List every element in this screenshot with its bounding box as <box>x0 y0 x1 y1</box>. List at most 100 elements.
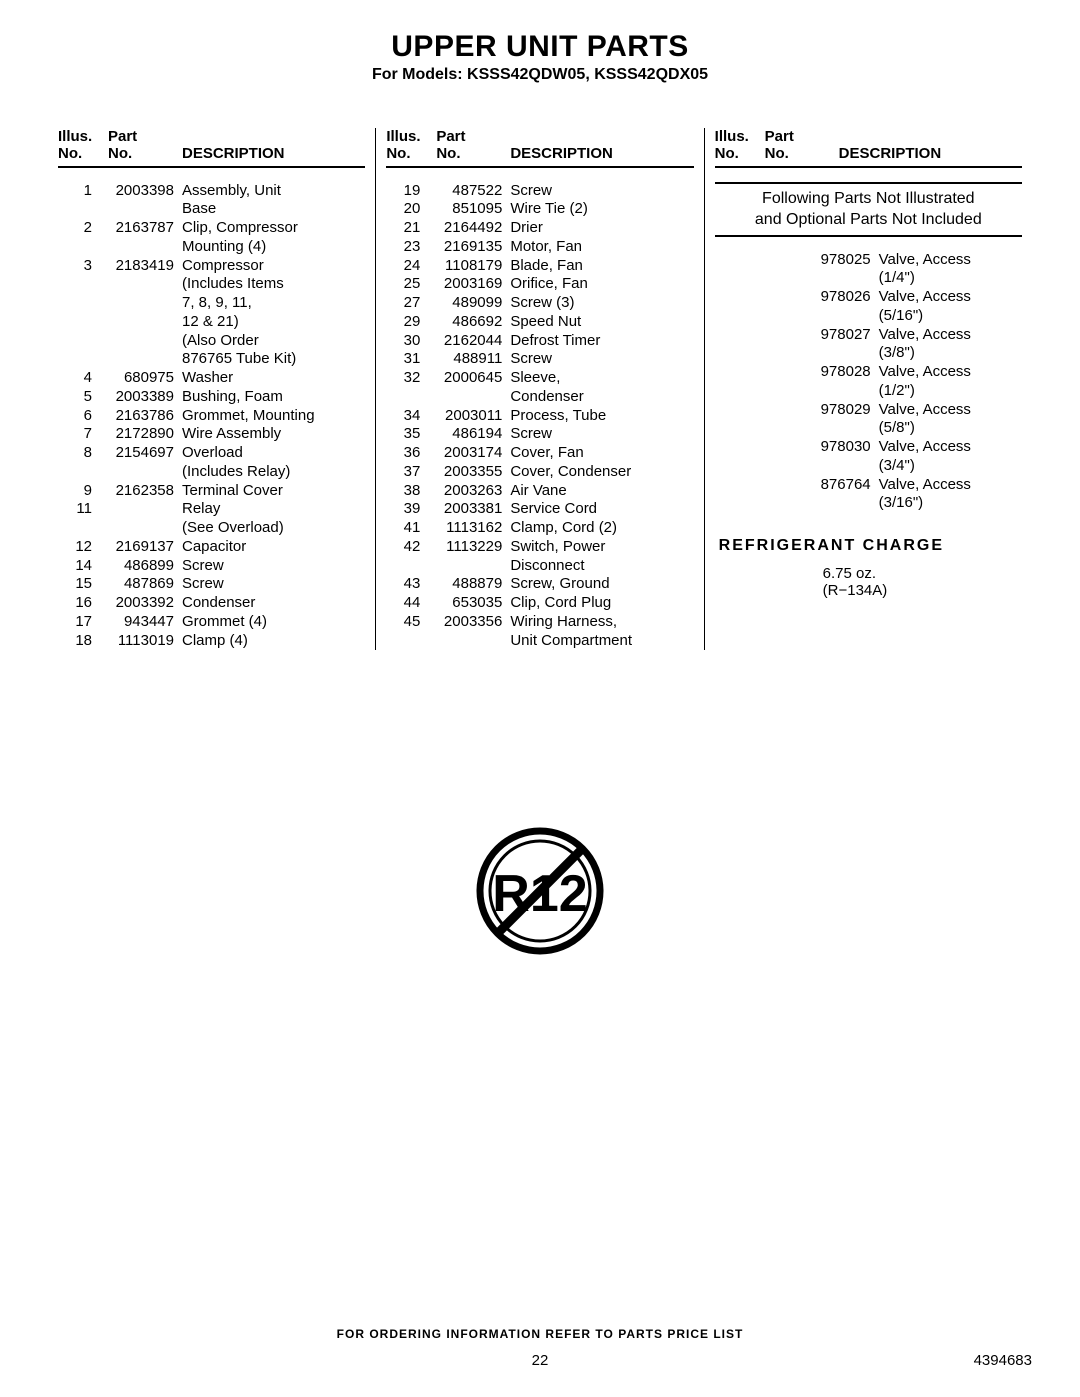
cell-illus-no <box>58 275 108 294</box>
header-illus-1: Illus. <box>58 128 108 145</box>
cell-illus-no <box>715 457 765 476</box>
cell-part-no: 1113229 <box>436 538 510 557</box>
parts-column-3: Illus. No. Part No. DESCRIPTION Followin… <box>704 128 1032 650</box>
cell-description: Valve, Access <box>879 288 1022 307</box>
table-row: 162003392Condenser <box>58 594 365 613</box>
cell-description: (3/4") <box>879 457 1022 476</box>
table-row: 11 Relay <box>58 500 365 519</box>
ordering-note: FOR ORDERING INFORMATION REFER TO PARTS … <box>0 1327 1080 1341</box>
cell-part-no: 2169135 <box>436 238 510 257</box>
cell-part-no: 488911 <box>436 350 510 369</box>
table-row: 181113019Clamp (4) <box>58 632 365 651</box>
cell-part-no <box>108 500 182 519</box>
cell-part-no: 876764 <box>765 476 879 495</box>
table-row: (Also Order <box>58 332 365 351</box>
cell-description: Valve, Access <box>879 251 1022 270</box>
cell-part-no: 653035 <box>436 594 510 613</box>
header-part-1: Part <box>108 128 182 145</box>
cell-description: Relay <box>182 500 365 519</box>
cell-part-no: 978027 <box>765 326 879 345</box>
table-row: (3/4") <box>715 457 1022 476</box>
cell-illus-no <box>58 463 108 482</box>
cell-illus-no: 30 <box>386 332 436 351</box>
cell-description: 7, 8, 9, 11, <box>182 294 365 313</box>
cell-illus-no: 37 <box>386 463 436 482</box>
cell-description: (See Overload) <box>182 519 365 538</box>
table-row: 342003011Process, Tube <box>386 407 693 426</box>
parts-column-2: Illus. No. Part No. DESCRIPTION 19487522… <box>375 128 703 650</box>
cell-illus-no: 43 <box>386 575 436 594</box>
table-row: 232169135Motor, Fan <box>386 238 693 257</box>
cell-description: Clamp, Cord (2) <box>510 519 693 538</box>
cell-part-no <box>108 350 182 369</box>
header-part-2: No. <box>436 145 510 162</box>
cell-description: Process, Tube <box>510 407 693 426</box>
cell-illus-no: 24 <box>386 257 436 276</box>
cell-part-no <box>765 382 879 401</box>
cell-description: Air Vane <box>510 482 693 501</box>
table-row: 372003355Cover, Condenser <box>386 463 693 482</box>
cell-description: Unit Compartment <box>510 632 693 651</box>
table-row: 29486692Speed Nut <box>386 313 693 332</box>
table-row: 31488911Screw <box>386 350 693 369</box>
cell-description: Cover, Condenser <box>510 463 693 482</box>
cell-description: Grommet, Mounting <box>182 407 365 426</box>
cell-part-no <box>765 307 879 326</box>
table-row: (1/2") <box>715 382 1022 401</box>
cell-description: Condenser <box>182 594 365 613</box>
document-number: 4394683 <box>974 1352 1032 1369</box>
cell-illus-no: 2 <box>58 219 108 238</box>
cell-illus-no: 8 <box>58 444 108 463</box>
header-desc: DESCRIPTION <box>510 145 693 162</box>
cell-description: Valve, Access <box>879 326 1022 345</box>
cell-part-no: 487869 <box>108 575 182 594</box>
cell-description: Switch, Power <box>510 538 693 557</box>
cell-part-no <box>108 294 182 313</box>
cell-illus-no <box>715 326 765 345</box>
cell-part-no: 2000645 <box>436 369 510 388</box>
cell-description: Speed Nut <box>510 313 693 332</box>
not-illustrated-header: Following Parts Not Illustrated and Opti… <box>715 182 1022 237</box>
table-row: 382003263Air Vane <box>386 482 693 501</box>
cell-part-no: 2003392 <box>108 594 182 613</box>
cell-illus-no: 25 <box>386 275 436 294</box>
cell-illus-no: 3 <box>58 257 108 276</box>
header-part-1: Part <box>436 128 510 145</box>
cell-description: (1/2") <box>879 382 1022 401</box>
cell-description: (Includes Relay) <box>182 463 365 482</box>
rows-3: 978025Valve, Access(1/4")978026Valve, Ac… <box>715 251 1022 514</box>
cell-description: Orifice, Fan <box>510 275 693 294</box>
cell-description: (5/8") <box>879 419 1022 438</box>
table-row: (3/8") <box>715 344 1022 363</box>
cell-illus-no: 11 <box>58 500 108 519</box>
table-row: 876765 Tube Kit) <box>58 350 365 369</box>
table-row: (3/16") <box>715 494 1022 513</box>
table-row: 43488879Screw, Ground <box>386 575 693 594</box>
cell-illus-no <box>386 632 436 651</box>
table-row: 978028Valve, Access <box>715 363 1022 382</box>
cell-part-no: 486194 <box>436 425 510 444</box>
cell-description: Valve, Access <box>879 363 1022 382</box>
cell-part-no <box>765 269 879 288</box>
cell-part-no: 1113162 <box>436 519 510 538</box>
cell-description: Clip, Cord Plug <box>510 594 693 613</box>
table-row: 978026Valve, Access <box>715 288 1022 307</box>
cell-illus-no: 15 <box>58 575 108 594</box>
cell-part-no <box>108 332 182 351</box>
cell-part-no: 2003174 <box>436 444 510 463</box>
cell-description: Blade, Fan <box>510 257 693 276</box>
column-header: Illus. No. Part No. DESCRIPTION <box>386 128 693 168</box>
cell-part-no: 2003355 <box>436 463 510 482</box>
cell-description: Disconnect <box>510 557 693 576</box>
cell-description: Condenser <box>510 388 693 407</box>
cell-part-no: 2163786 <box>108 407 182 426</box>
column-header: Illus. No. Part No. DESCRIPTION <box>715 128 1022 168</box>
table-row: 22163787Clip, Compressor <box>58 219 365 238</box>
cell-description: Valve, Access <box>879 476 1022 495</box>
cell-part-no: 978028 <box>765 363 879 382</box>
cell-part-no: 488879 <box>436 575 510 594</box>
cell-illus-no: 44 <box>386 594 436 613</box>
charge-line-1: 6.75 oz. <box>823 565 1022 582</box>
cell-illus-no <box>715 251 765 270</box>
header-part-2: No. <box>108 145 182 162</box>
